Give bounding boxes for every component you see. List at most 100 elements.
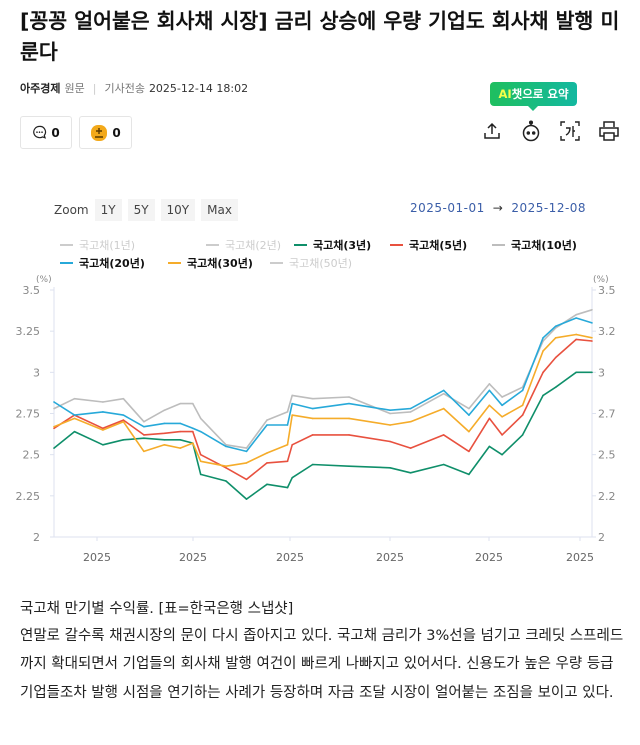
ai-badge-prefix: AI (498, 87, 512, 101)
y-tick-label-right: 2.7 (598, 408, 616, 421)
data-point (311, 434, 314, 436)
legend-label: 국고채(5년) (409, 239, 468, 252)
y-tick-label-left: 2.75 (16, 408, 41, 421)
data-point (291, 443, 294, 446)
legend-item[interactable]: 국고채(1년) (60, 237, 135, 253)
legend-swatch (60, 262, 73, 264)
data-point (575, 317, 578, 319)
ai-summary-badge[interactable]: AI 챗으로 요약 (490, 82, 577, 111)
zoom-1y-button[interactable]: 1Y (94, 199, 122, 221)
data-point (266, 483, 268, 486)
data-point (409, 471, 412, 474)
reaction-button[interactable]: 0 (79, 116, 132, 149)
data-point (311, 397, 314, 400)
data-point (53, 401, 55, 403)
legend-swatch (168, 262, 181, 264)
data-point (102, 411, 104, 413)
data-point (179, 430, 182, 433)
data-point (488, 389, 491, 392)
zoom-max-button[interactable]: Max (201, 199, 238, 221)
text-size-icon[interactable] (557, 118, 583, 144)
legend-label: 국고채(20년) (79, 257, 145, 270)
data-point (245, 450, 248, 453)
data-point (163, 443, 166, 446)
legend-label: 국고채(2년) (225, 239, 282, 252)
legend-label: 국고채(3년) (313, 239, 372, 252)
data-point (245, 462, 248, 464)
data-point (542, 371, 544, 374)
data-point (73, 417, 76, 420)
data-point (192, 442, 194, 444)
share-icon[interactable] (479, 118, 505, 144)
legend-item[interactable]: 국고채(2년) (206, 237, 281, 253)
data-point (266, 452, 268, 454)
y-tick-label-right: 3.2 (598, 325, 616, 338)
data-point (143, 434, 145, 436)
data-point (554, 356, 557, 359)
data-point (521, 389, 524, 392)
data-point (409, 420, 412, 423)
yield-line-chart: (%) (%)3.5 3.53.25 3.23 32.75 2.72.5 2.52.25 2.… (16, 275, 616, 564)
data-point (143, 425, 145, 428)
legend-item[interactable]: 국고채(3년) (294, 237, 371, 253)
data-point (501, 415, 503, 418)
legend-item[interactable]: 국고채(20년) (60, 255, 145, 271)
data-point (542, 394, 544, 397)
legend-swatch (206, 244, 219, 246)
legend-item[interactable]: 국고채(30년) (168, 255, 253, 271)
data-point (348, 396, 350, 398)
data-point (348, 402, 350, 405)
legend-item[interactable]: 국고채(50년) (270, 255, 352, 271)
data-point (291, 414, 294, 416)
data-point (102, 401, 104, 403)
legend-item[interactable]: 국고채(10년) (492, 237, 577, 253)
data-point (291, 394, 294, 397)
data-point (225, 465, 227, 467)
zoom-5y-button[interactable]: 5Y (127, 199, 155, 221)
data-point (102, 429, 104, 431)
data-point (468, 430, 470, 433)
data-point (179, 447, 182, 449)
data-point (591, 308, 593, 311)
data-point (488, 445, 491, 448)
y-tick-label-left: 2 (33, 531, 40, 544)
data-point (468, 473, 470, 476)
data-point (591, 322, 593, 324)
data-point (199, 473, 202, 476)
data-point (199, 453, 202, 456)
article-body: 연말로 갈수록 채권시장의 문이 다시 좁아지고 있다. 국고채 금리가 3%선… (20, 628, 624, 701)
data-point (225, 445, 227, 448)
x-tick-label: 2025 (376, 551, 404, 564)
data-point (192, 427, 194, 430)
data-point (143, 437, 145, 439)
data-point (591, 336, 593, 339)
data-point (591, 371, 593, 374)
legend-item[interactable]: 국고채(5년) (390, 237, 467, 253)
y-tick-label-left: 3.25 (16, 325, 41, 338)
source-name[interactable]: 아주경제 (20, 82, 61, 95)
legend-label: 국고채(10년) (511, 239, 577, 252)
data-point (488, 417, 491, 420)
range-end[interactable]: 2025-12-08 (511, 201, 587, 215)
y-tick-label-right: 2.5 (598, 449, 616, 462)
zoom-10y-button[interactable]: 10Y (160, 199, 196, 221)
data-point (291, 476, 294, 479)
data-point (143, 450, 145, 453)
y-tick-label-right: 2.2 (598, 490, 616, 503)
print-icon[interactable] (596, 118, 622, 144)
data-point (348, 417, 350, 420)
series-line (53, 317, 593, 453)
ai-bot-icon[interactable] (518, 118, 544, 144)
comment-button[interactable]: 0 (20, 116, 72, 149)
data-point (468, 407, 470, 410)
data-point (409, 411, 412, 413)
data-point (102, 427, 104, 430)
legend-swatch (492, 244, 505, 246)
data-point (501, 434, 503, 436)
range-start[interactable]: 2025-01-01 (410, 201, 485, 215)
x-tick-label: 2025 (179, 551, 207, 564)
data-point (53, 427, 55, 430)
original-link[interactable]: 원문 (64, 82, 85, 95)
data-point (501, 453, 503, 456)
data-point (143, 420, 145, 423)
